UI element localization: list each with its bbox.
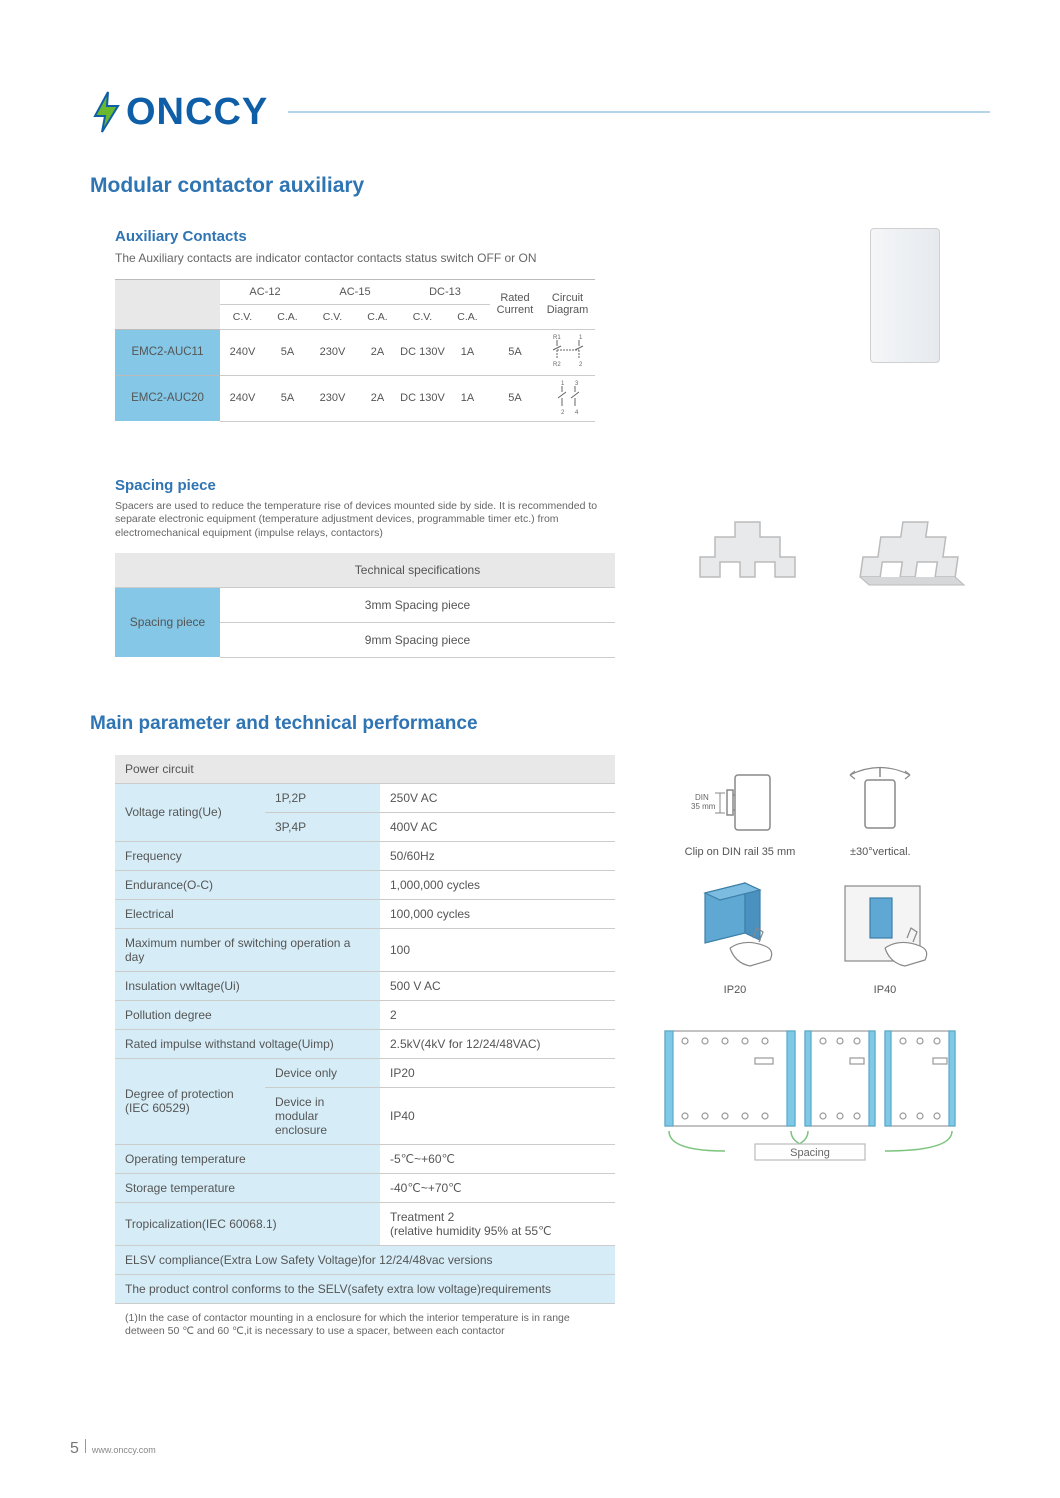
logo-icon [90, 90, 124, 134]
circuit-diagram-icon: R11 R22 [540, 329, 595, 375]
spacer-3mm-icon [690, 507, 830, 602]
spacer-9mm-icon [850, 507, 990, 602]
spacing-diagram: Spacing [645, 1016, 975, 1166]
svg-text:2: 2 [579, 362, 583, 368]
svg-text:3: 3 [575, 381, 579, 387]
svg-text:R2: R2 [553, 362, 561, 368]
aux-desc: The Auxiliary contacts are indicator con… [115, 251, 625, 267]
spacing-section: Spacing piece Spacers are used to reduce… [90, 477, 990, 658]
ip20-diagram: IP20 [675, 878, 795, 996]
table-row: EMC2-AUC20 240V 5A 230V 2A DC 130V 1A 5A… [115, 375, 595, 421]
footer-url: www.onccy.com [92, 1445, 156, 1455]
spacing-heading: Spacing piece [115, 477, 990, 494]
col-dc13: DC-13 [400, 279, 490, 304]
svg-text:1: 1 [579, 335, 583, 341]
page-title: Modular contactor auxiliary [90, 174, 990, 198]
svg-text:4: 4 [575, 410, 579, 416]
brand-logo: ONCCY [90, 90, 268, 134]
header-rule [288, 111, 990, 113]
product-image [870, 228, 940, 363]
tilt-diagram: ±30°vertical. [825, 765, 935, 858]
din-rail-diagram: DIN 35 mm Clip on DIN rail 35 mm [685, 765, 796, 858]
col-diagram: Circuit Diagram [540, 279, 595, 329]
table-row: EMC2-AUC11 240V 5A 230V 2A DC 130V 1A 5A… [115, 329, 595, 375]
brand-name: ONCCY [126, 91, 268, 134]
spacing-table: Technical specifications Spacing piece3m… [115, 553, 615, 658]
side-diagrams: DIN 35 mm Clip on DIN rail 35 mm [645, 755, 975, 1346]
svg-text:2: 2 [561, 410, 565, 416]
svg-text:DIN: DIN [695, 793, 709, 802]
ip40-diagram: IP40 [825, 878, 945, 996]
main-section: Power circuit Voltage rating(Ue)1P,2P250… [90, 755, 990, 1346]
spacing-desc: Spacers are used to reduce the temperatu… [115, 500, 625, 541]
spacer-images [690, 507, 990, 602]
aux-heading: Auxiliary Contacts [115, 228, 990, 245]
footer: 5 www.onccy.com [70, 1439, 156, 1458]
col-ac12: AC-12 [220, 279, 310, 304]
col-ac15: AC-15 [310, 279, 400, 304]
page-number: 5 [70, 1440, 79, 1458]
svg-text:35 mm: 35 mm [691, 802, 716, 811]
main-parameter-table: Power circuit Voltage rating(Ue)1P,2P250… [115, 755, 615, 1346]
header: ONCCY [90, 90, 990, 134]
col-rated: Rated Current [490, 279, 540, 329]
auxiliary-section: Auxiliary Contacts The Auxiliary contact… [90, 228, 990, 422]
circuit-diagram-icon: 13 24 [540, 375, 595, 421]
aux-table: AC-12 AC-15 DC-13 Rated Current Circuit … [115, 279, 595, 422]
svg-text:Spacing: Spacing [790, 1147, 830, 1159]
main-heading: Main parameter and technical performance [90, 713, 990, 735]
